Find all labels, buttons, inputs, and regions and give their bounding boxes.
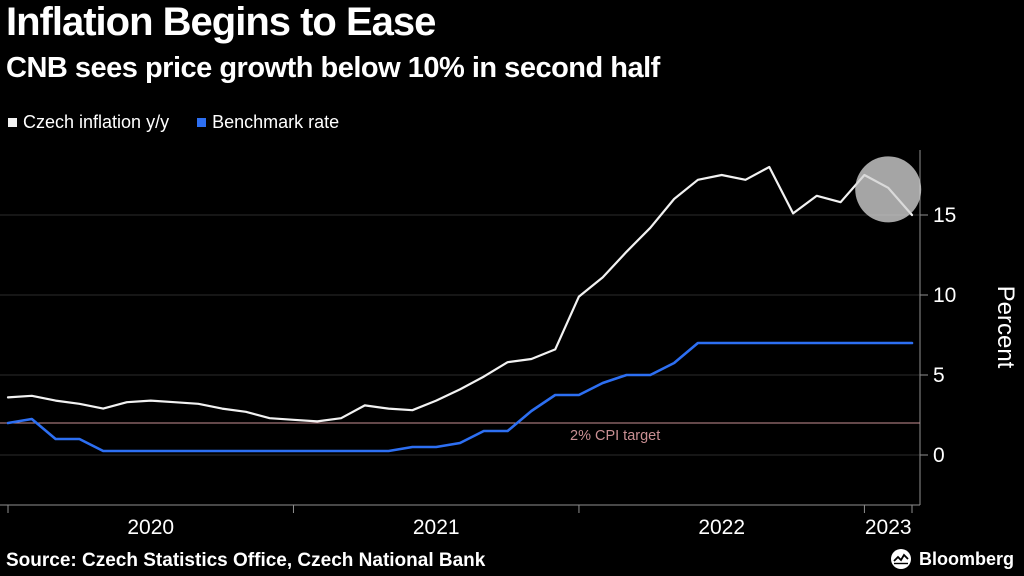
benchmark-rate-line xyxy=(6,341,914,453)
y-tick-label: 10 xyxy=(933,284,956,307)
y-tick-label: 0 xyxy=(933,444,945,467)
year-label: 2021 xyxy=(413,516,460,539)
y-tick-label: 5 xyxy=(933,364,945,387)
bloomberg-icon xyxy=(890,549,911,569)
chart-title: Inflation Begins to Ease xyxy=(6,0,436,44)
legend-item-inflation: Czech inflation y/y xyxy=(8,112,169,133)
y-tick-label: 15 xyxy=(933,204,956,227)
percent-axis-label: Percent xyxy=(992,286,1019,369)
inflation-swatch-icon xyxy=(8,118,17,127)
cpi-target-label: 2% CPI target xyxy=(570,428,660,444)
year-label: 2023 xyxy=(865,516,912,539)
bloomberg-logo: Bloomberg xyxy=(890,548,1014,570)
legend: Czech inflation y/y Benchmark rate xyxy=(8,112,339,133)
highlight-circle xyxy=(855,156,922,223)
legend-item-benchmark: Benchmark rate xyxy=(197,112,339,133)
year-label: 2020 xyxy=(127,516,174,539)
chart-subtitle: CNB sees price growth below 10% in secon… xyxy=(6,52,660,84)
source-note: Source: Czech Statistics Office, Czech N… xyxy=(6,550,486,571)
benchmark-swatch-icon xyxy=(197,118,207,127)
inflation-line xyxy=(6,165,914,423)
year-label: 2022 xyxy=(698,516,745,539)
legend-label-benchmark: Benchmark rate xyxy=(212,112,340,132)
legend-label-inflation: Czech inflation y/y xyxy=(23,112,170,132)
bloomberg-wordmark: Bloomberg xyxy=(918,548,1014,569)
